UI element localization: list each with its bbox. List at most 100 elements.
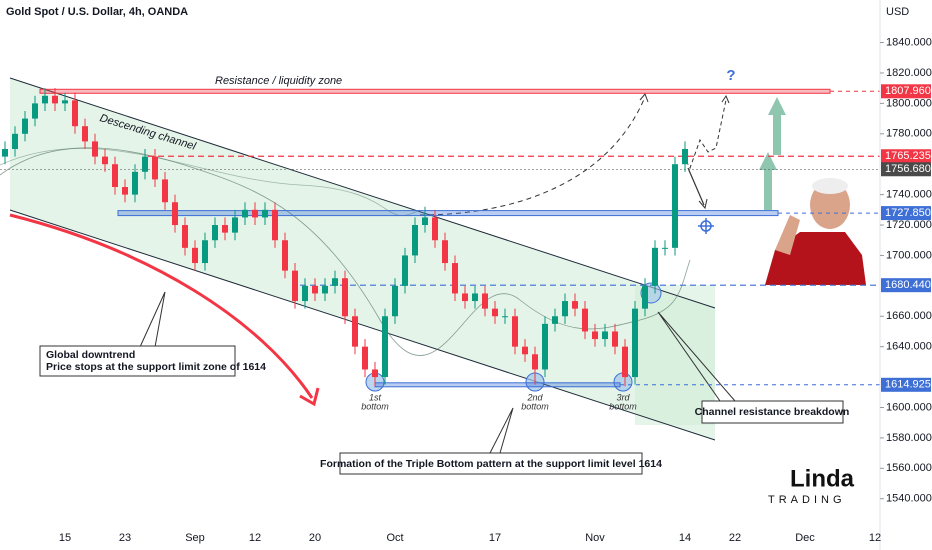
y-tick-label: 1580.000 — [886, 432, 932, 444]
x-tick-label: 23 — [119, 532, 131, 544]
level-label: 1765.235 — [885, 150, 931, 162]
candle-body — [252, 209, 258, 218]
candle-body — [602, 331, 608, 340]
candle-body — [192, 247, 198, 264]
x-tick-label: 12 — [869, 532, 881, 544]
callout-pointer — [139, 291, 166, 348]
callout-box — [339, 452, 643, 475]
candle-body — [322, 285, 328, 294]
x-tick-label: Sep — [185, 532, 205, 544]
level-zone — [39, 88, 831, 94]
candle-body — [272, 209, 278, 241]
chart-title: Gold Spot / U.S. Dollar, 4h, OANDA — [6, 6, 188, 18]
callout-box — [39, 345, 236, 377]
downtrend-arrow — [9, 213, 314, 399]
candle-body — [182, 225, 188, 248]
level-label-bg — [881, 206, 931, 221]
candle-body — [512, 316, 518, 347]
level-label: 1614.925 — [885, 379, 931, 391]
level-label: 1680.440 — [885, 279, 931, 291]
level-label: 1727.850 — [885, 207, 931, 219]
y-tick-label: 1800.000 — [886, 97, 932, 109]
candle-body — [592, 331, 598, 340]
level-label-bg — [881, 149, 931, 164]
callout-text: Channel resistance breakdown — [695, 406, 850, 418]
candle-body — [402, 255, 408, 286]
up-arrow — [768, 97, 786, 155]
candle-body — [162, 179, 168, 203]
y-tick-label: 1820.000 — [886, 67, 932, 79]
candle-body — [122, 187, 128, 195]
x-tick-label: Nov — [585, 532, 605, 544]
candle-body — [612, 331, 618, 347]
candle-body — [212, 225, 218, 241]
y-tick-label: 1540.000 — [886, 493, 932, 505]
y-tick-label: 1600.000 — [886, 401, 932, 413]
candle-body — [282, 240, 288, 271]
candle-body — [432, 217, 438, 241]
candle-body — [452, 263, 458, 294]
logo-name: Linda — [790, 465, 855, 492]
annotation: Resistance / liquidity zone — [215, 75, 342, 87]
callout-text: Global downtrend — [46, 349, 135, 361]
y-tick-label: 1700.000 — [886, 249, 932, 261]
candle-body — [382, 316, 388, 378]
x-tick-label: Dec — [795, 532, 815, 544]
candle-body — [482, 293, 488, 309]
candle-body — [372, 369, 378, 378]
level-label-bg — [881, 278, 931, 293]
candle-body — [42, 95, 48, 104]
candle-body — [262, 209, 268, 218]
candle-body — [622, 346, 628, 378]
candle-body — [472, 293, 478, 302]
candle-body — [642, 285, 648, 309]
candle-body — [12, 133, 18, 150]
candle-body — [672, 164, 678, 248]
candle-body — [632, 308, 638, 378]
x-tick-label: Oct — [386, 532, 403, 544]
candle-body — [342, 278, 348, 317]
candle-body — [152, 156, 158, 180]
level-label: 1807.960 — [885, 85, 931, 97]
y-tick-label: 1640.000 — [886, 341, 932, 353]
candle-body — [522, 346, 528, 355]
candle-body — [132, 171, 138, 195]
x-tick-label: 14 — [679, 532, 691, 544]
x-tick-label: 12 — [249, 532, 261, 544]
candle-body — [362, 346, 368, 370]
candle-body — [582, 308, 588, 332]
candle-body — [202, 240, 208, 264]
level-label: 1756.680 — [885, 163, 931, 175]
candle-body — [572, 301, 578, 309]
candle-body — [502, 316, 508, 318]
pullback-arrow — [687, 167, 705, 206]
candle-body — [292, 270, 298, 302]
moving-average — [0, 147, 421, 216]
marks — [0, 88, 880, 388]
candle-body — [112, 164, 118, 188]
candle-body — [392, 285, 398, 317]
annotation: ? — [726, 67, 735, 84]
candle-body — [62, 100, 68, 104]
y-tick-label: 1660.000 — [886, 310, 932, 322]
crosshair-icon — [698, 218, 714, 234]
level-zone — [117, 210, 779, 217]
candle-body — [242, 209, 248, 218]
candle-body — [302, 285, 308, 302]
annotation: bottom — [609, 401, 637, 411]
candle-body — [312, 285, 318, 294]
candle-body — [442, 240, 448, 264]
callout-box — [701, 400, 844, 424]
candle-body — [422, 217, 428, 226]
candle-body — [82, 126, 88, 142]
candle-body — [2, 149, 8, 157]
arrow-head — [721, 94, 730, 104]
candle-body — [142, 156, 148, 172]
candle-body — [542, 323, 548, 370]
channel-upper — [9, 77, 716, 309]
y-tick-label: 1780.000 — [886, 128, 932, 140]
candle-body — [492, 308, 498, 317]
candle-body — [172, 202, 178, 226]
annotation: bottom — [521, 401, 549, 411]
